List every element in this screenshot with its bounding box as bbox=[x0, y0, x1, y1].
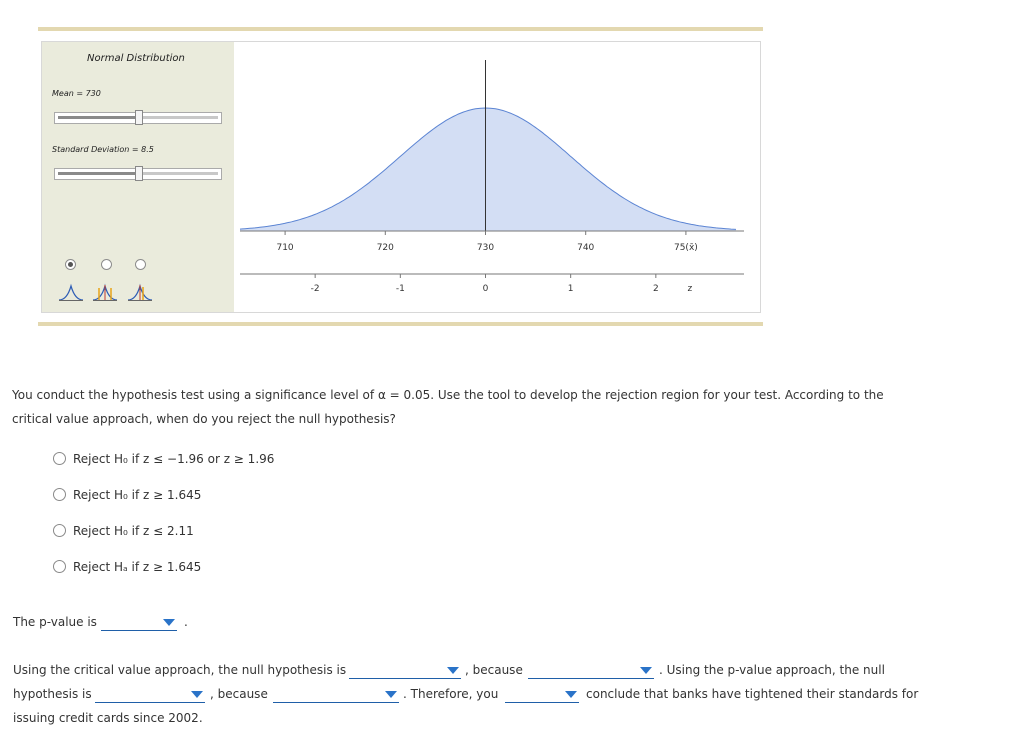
chevron-down-icon bbox=[447, 667, 459, 674]
option-d-radio[interactable] bbox=[53, 560, 66, 573]
z-tick-label: -2 bbox=[311, 284, 320, 294]
chevron-down-icon bbox=[385, 691, 397, 698]
mean-slider-fill bbox=[58, 116, 136, 119]
mean-slider[interactable] bbox=[54, 110, 222, 125]
option-a[interactable]: Reject H₀ if z ≤ −1.96 or z ≥ 1.96 bbox=[53, 452, 274, 466]
option-c-label: Reject H₀ if z ≤ 2.11 bbox=[73, 524, 194, 538]
pvalue-period: . bbox=[184, 615, 188, 629]
critical-value-decision-dropdown[interactable] bbox=[349, 662, 461, 679]
option-b-label: Reject H₀ if z ≥ 1.645 bbox=[73, 488, 202, 502]
conclusion-text-1: Using the critical value approach, the n… bbox=[13, 663, 347, 677]
tool-control-panel: Normal Distribution Mean = 730 Standard … bbox=[42, 42, 234, 312]
final-conclusion-dropdown[interactable] bbox=[505, 686, 579, 703]
x-tick-label: 75(x̄) bbox=[674, 243, 698, 253]
right-tailed-curve-icon[interactable] bbox=[127, 282, 153, 302]
question-text: You conduct the hypothesis test using a … bbox=[12, 388, 884, 426]
curve-line bbox=[239, 107, 737, 230]
pvalue-decision-dropdown[interactable] bbox=[95, 686, 205, 703]
pvalue-label: The p-value is bbox=[13, 615, 97, 629]
conclusion-therefore: . Therefore, you bbox=[403, 687, 499, 701]
tool-title: Normal Distribution bbox=[87, 53, 185, 64]
two-tailed-curve-icon[interactable] bbox=[92, 282, 118, 302]
bottom-divider bbox=[38, 322, 763, 326]
z-tick-label: -1 bbox=[396, 284, 405, 294]
x-tick-label: 740 bbox=[577, 243, 594, 253]
sd-label: Standard Deviation = 8.5 bbox=[52, 145, 154, 154]
conclusion-text-5: issuing credit cards since 2002. bbox=[13, 711, 203, 725]
z-tick-label: 0 bbox=[483, 284, 489, 294]
mode-radio-one-tailed[interactable] bbox=[135, 259, 146, 270]
distribution-plot: 710 720 730 740 75(x̄) -2 -1 0 1 2 z bbox=[239, 60, 744, 294]
chevron-down-icon bbox=[191, 691, 203, 698]
conclusion-text-3: hypothesis is bbox=[13, 687, 92, 701]
conclusion-because-1: , because bbox=[465, 663, 523, 677]
critical-value-reason-dropdown[interactable] bbox=[528, 662, 654, 679]
z-tick-label: 1 bbox=[568, 284, 574, 294]
curve-area bbox=[240, 108, 736, 231]
option-b-radio[interactable] bbox=[53, 488, 66, 501]
x-tick-label: 710 bbox=[276, 243, 293, 253]
conclusion-text-2: . Using the p-value approach, the null bbox=[659, 663, 885, 677]
conclusion-text-4: conclude that banks have tightened their… bbox=[586, 687, 919, 701]
option-a-label: Reject H₀ if z ≤ −1.96 or z ≥ 1.96 bbox=[73, 452, 275, 466]
chevron-down-icon bbox=[163, 619, 175, 626]
x-tick-label: 730 bbox=[477, 243, 494, 253]
x-tick-label: 720 bbox=[377, 243, 394, 253]
single-tail-curve-icon[interactable] bbox=[58, 282, 84, 302]
mean-label: Mean = 730 bbox=[52, 89, 101, 98]
mean-slider-thumb[interactable] bbox=[135, 110, 143, 125]
normal-distribution-tool: Normal Distribution Mean = 730 Standard … bbox=[41, 41, 761, 313]
z-axis-label: z bbox=[688, 284, 693, 294]
option-d[interactable]: Reject Hₐ if z ≥ 1.645 bbox=[53, 560, 201, 574]
option-a-radio[interactable] bbox=[53, 452, 66, 465]
pvalue-dropdown[interactable] bbox=[101, 614, 177, 631]
z-tick-label: 2 bbox=[653, 284, 659, 294]
option-c[interactable]: Reject H₀ if z ≤ 2.11 bbox=[53, 524, 194, 538]
mode-radio-two-tailed[interactable] bbox=[101, 259, 112, 270]
mode-radio-normal[interactable] bbox=[65, 259, 76, 270]
option-b[interactable]: Reject H₀ if z ≥ 1.645 bbox=[53, 488, 201, 502]
top-divider bbox=[38, 27, 763, 31]
chevron-down-icon bbox=[640, 667, 652, 674]
sd-slider[interactable] bbox=[54, 166, 222, 181]
option-d-label: Reject Hₐ if z ≥ 1.645 bbox=[73, 560, 202, 574]
sd-slider-fill bbox=[58, 172, 136, 175]
conclusion-because-2: , because bbox=[210, 687, 268, 701]
option-c-radio[interactable] bbox=[53, 524, 66, 537]
pvalue-reason-dropdown[interactable] bbox=[273, 686, 399, 703]
chevron-down-icon bbox=[565, 691, 577, 698]
sd-slider-thumb[interactable] bbox=[135, 166, 143, 181]
